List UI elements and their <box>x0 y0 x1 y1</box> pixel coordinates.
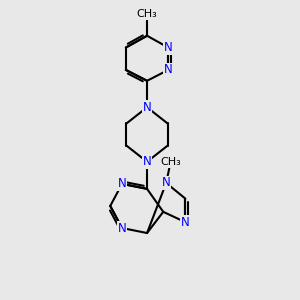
Text: N: N <box>143 101 152 114</box>
Text: N: N <box>162 176 171 190</box>
Text: N: N <box>118 177 126 190</box>
Text: N: N <box>118 221 126 235</box>
Text: N: N <box>164 63 172 76</box>
Text: CH₃: CH₃ <box>160 157 181 167</box>
Text: CH₃: CH₃ <box>137 9 158 19</box>
Text: N: N <box>143 155 152 168</box>
Text: N: N <box>181 216 190 229</box>
Text: N: N <box>164 41 172 54</box>
